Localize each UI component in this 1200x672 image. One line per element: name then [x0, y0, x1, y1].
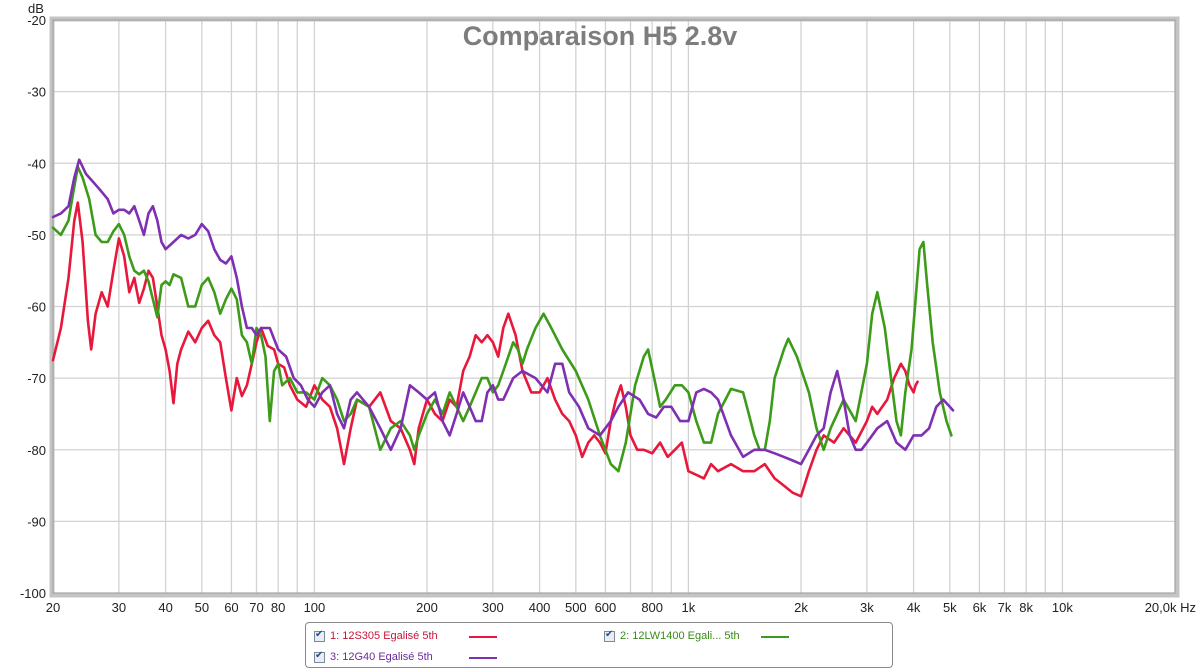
y-tick-label: -30	[27, 85, 46, 100]
chart-title: Comparaison H5 2.8v	[463, 21, 738, 51]
series-line-2	[51, 165, 953, 473]
grid	[52, 19, 1176, 594]
x-tick-label: 40	[158, 600, 172, 615]
x-tick-label: 30	[112, 600, 126, 615]
x-tick-label: 7k	[998, 600, 1012, 615]
x-tick-label: 20,0k Hz	[1145, 600, 1196, 615]
y-axis-label: dB	[28, 1, 44, 16]
legend-checkbox-3[interactable]	[314, 650, 325, 663]
x-tick-label: 6k	[973, 600, 987, 615]
legend-label-2: 2: 12LW1400 Egali... 5th	[620, 630, 740, 642]
x-tick-label: 50	[195, 600, 209, 615]
y-tick-label: -40	[27, 156, 46, 171]
y-tick-label: -20	[27, 13, 46, 28]
plot-frame-shadow	[49, 16, 1180, 598]
legend-swatch-1	[469, 636, 497, 638]
y-tick-label: -100	[20, 586, 46, 601]
x-tick-label: 1k	[682, 600, 696, 615]
legend-item-1[interactable]: 1: 12S305 Egalisé 5th	[314, 628, 438, 644]
x-tick-label: 60	[224, 600, 238, 615]
x-tick-label: 400	[529, 600, 551, 615]
series-line-3	[51, 158, 955, 466]
plot-frame	[52, 19, 1176, 594]
legend-item-3[interactable]: 3: 12G40 Egalisé 5th	[314, 649, 433, 665]
x-tick-label: 5k	[943, 600, 957, 615]
legend-label-3: 3: 12G40 Egalisé 5th	[330, 651, 433, 663]
y-tick-label: -60	[27, 300, 46, 315]
x-tick-label: 200	[416, 600, 438, 615]
legend: 1: 12S305 Egalisé 5th 2: 12LW1400 Egali.…	[305, 622, 893, 668]
legend-swatch-2	[761, 636, 789, 638]
legend-checkbox-1[interactable]	[314, 629, 325, 642]
y-tick-label: -50	[27, 228, 46, 243]
x-tick-label: 10k	[1052, 600, 1073, 615]
x-tick-labels: 20 30 40 50 60 70 80 100 200 300 400 500 600 800 1k 2k 3…	[46, 600, 1196, 615]
series-line-1	[51, 201, 919, 498]
x-tick-label: 100	[304, 600, 326, 615]
frequency-response-chart: dB Comparaison H5 2.8v -20 -30 -40 -50 -60 -7…	[20, 1, 1196, 615]
legend-checkbox-2[interactable]	[604, 629, 615, 642]
y-tick-label: -70	[27, 371, 46, 386]
series-layer	[51, 158, 955, 498]
x-tick-label: 800	[641, 600, 663, 615]
y-tick-label: -80	[27, 443, 46, 458]
x-tick-label: 20	[46, 600, 60, 615]
x-tick-label: 500	[565, 600, 587, 615]
y-tick-label: -90	[27, 514, 46, 529]
y-tick-labels: -20 -30 -40 -50 -60 -70 -80 -90 -100	[20, 13, 46, 601]
x-tick-label: 4k	[907, 600, 921, 615]
legend-swatch-3	[469, 657, 497, 659]
x-tick-label: 3k	[860, 600, 874, 615]
x-tick-label: 2k	[794, 600, 808, 615]
x-tick-label: 600	[595, 600, 617, 615]
x-tick-label: 8k	[1019, 600, 1033, 615]
x-tick-label: 70	[249, 600, 263, 615]
x-tick-label: 80	[271, 600, 285, 615]
x-tick-label: 300	[482, 600, 504, 615]
legend-label-1: 1: 12S305 Egalisé 5th	[330, 630, 438, 642]
legend-item-2[interactable]: 2: 12LW1400 Egali... 5th	[604, 628, 740, 644]
